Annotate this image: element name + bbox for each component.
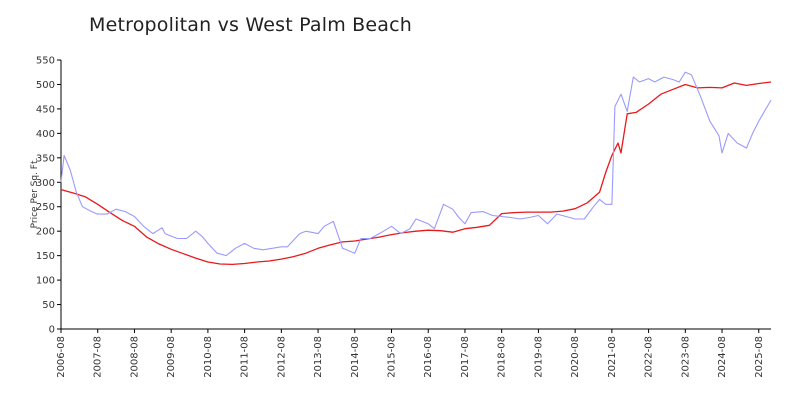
y-tick-label: 0 bbox=[49, 325, 55, 336]
x-tick-label: 2014-08 bbox=[350, 336, 361, 378]
y-axis-label: Price Per Sq. Ft. bbox=[30, 158, 40, 229]
x-tick-label: 2009-08 bbox=[166, 336, 177, 378]
x-tick-label: 2011-08 bbox=[240, 336, 251, 378]
x-tick-label: 2017-08 bbox=[460, 336, 471, 378]
x-tick-label: 2010-08 bbox=[203, 336, 214, 378]
x-tick-label: 2021-08 bbox=[607, 336, 618, 378]
y-tick-label: 350 bbox=[36, 153, 55, 164]
x-tick-label: 2012-08 bbox=[276, 336, 287, 378]
x-tick-label: 2018-08 bbox=[497, 336, 508, 378]
x-tick-label: 2015-08 bbox=[387, 336, 398, 378]
x-tick-label: 2016-08 bbox=[423, 336, 434, 378]
x-tick-label: 2024-08 bbox=[717, 336, 728, 378]
y-tick-label: 50 bbox=[42, 300, 55, 311]
x-tick-label: 2007-08 bbox=[93, 336, 104, 378]
y-tick-label: 450 bbox=[36, 104, 55, 115]
series-line-2 bbox=[60, 71, 772, 257]
x-tick-label: 2022-08 bbox=[644, 336, 655, 378]
x-tick-label: 2023-08 bbox=[680, 336, 691, 378]
y-tick-label: 200 bbox=[36, 227, 55, 238]
x-tick-label: 2019-08 bbox=[533, 336, 544, 378]
x-tick-label: 2008-08 bbox=[129, 336, 140, 378]
chart-title: Metropolitan vs West Palm Beach bbox=[89, 14, 413, 36]
y-tick-label: 400 bbox=[36, 129, 55, 140]
x-tick-label: 2020-08 bbox=[570, 336, 581, 378]
y-tick-label: 300 bbox=[36, 178, 55, 189]
y-tick-label: 500 bbox=[36, 80, 55, 91]
y-tick-label: 550 bbox=[36, 56, 55, 67]
y-tick-label: 250 bbox=[36, 202, 55, 213]
y-tick-label: 150 bbox=[36, 251, 55, 262]
x-tick-label: 2025-08 bbox=[754, 336, 765, 378]
x-tick-label: 2006-08 bbox=[56, 336, 67, 378]
x-tick-label: 2013-08 bbox=[313, 336, 324, 378]
series-line-1 bbox=[60, 81, 772, 266]
y-tick-label: 100 bbox=[36, 276, 55, 287]
